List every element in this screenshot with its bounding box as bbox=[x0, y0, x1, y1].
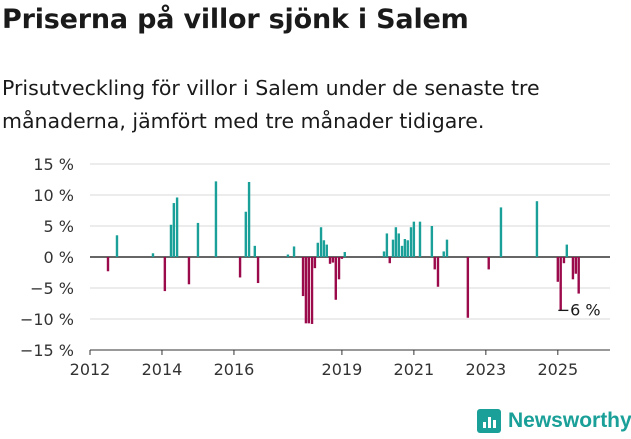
bar bbox=[397, 233, 400, 257]
bar bbox=[343, 252, 346, 257]
bar bbox=[409, 227, 413, 257]
bar bbox=[310, 257, 314, 324]
bar bbox=[436, 257, 440, 287]
bar bbox=[418, 221, 422, 257]
bar bbox=[169, 224, 173, 257]
bar bbox=[196, 222, 200, 257]
bar bbox=[403, 239, 407, 257]
x-tick-label: 2023 bbox=[465, 360, 506, 379]
y-tick-label: 10 % bbox=[33, 186, 74, 205]
bar bbox=[562, 257, 566, 264]
bar bbox=[292, 246, 296, 257]
bar bbox=[565, 244, 569, 257]
bar bbox=[331, 257, 335, 263]
bar bbox=[556, 257, 560, 282]
bar bbox=[328, 257, 332, 264]
bar bbox=[571, 257, 575, 280]
x-tick-label: 2012 bbox=[70, 360, 111, 379]
bar bbox=[385, 233, 389, 257]
bar bbox=[307, 257, 310, 324]
chart-subtitle: Prisutveckling för villor i Salem under … bbox=[2, 76, 540, 133]
bar bbox=[577, 257, 580, 294]
chart-title: Priserna på villor sjönk i Salem bbox=[2, 4, 469, 35]
bar bbox=[382, 251, 386, 257]
y-tick-label: 5 % bbox=[44, 217, 74, 236]
x-tick-label: 2014 bbox=[142, 360, 183, 379]
x-tick-label: 2019 bbox=[322, 360, 363, 379]
bar bbox=[430, 226, 434, 257]
bar bbox=[445, 239, 449, 257]
bar bbox=[301, 257, 305, 297]
bar bbox=[316, 242, 319, 257]
y-tick-label: −15 % bbox=[20, 341, 74, 360]
bar bbox=[433, 257, 436, 270]
bar bbox=[337, 257, 341, 280]
brand-name: Newsworthy bbox=[508, 409, 631, 432]
last-value-label: −6 % bbox=[557, 301, 601, 320]
bar bbox=[172, 203, 176, 257]
bar bbox=[391, 239, 395, 257]
bar bbox=[388, 257, 391, 264]
x-tick-label: 2021 bbox=[394, 360, 435, 379]
y-tick-label: 0 % bbox=[44, 248, 74, 267]
bar bbox=[322, 240, 326, 257]
bar bbox=[412, 221, 416, 257]
bar bbox=[559, 257, 562, 311]
bar bbox=[304, 257, 308, 324]
bar bbox=[406, 240, 409, 257]
bar bbox=[253, 245, 257, 257]
bar bbox=[319, 227, 323, 257]
bar-chart-icon bbox=[477, 409, 501, 433]
y-tick-label: 15 % bbox=[33, 155, 74, 174]
bar bbox=[115, 235, 119, 257]
x-tick-label: 2016 bbox=[214, 360, 255, 379]
bar bbox=[499, 207, 503, 257]
bar bbox=[244, 211, 248, 257]
bar bbox=[187, 257, 191, 285]
bar bbox=[214, 181, 218, 257]
bar bbox=[247, 181, 251, 257]
bar bbox=[163, 257, 167, 292]
bar bbox=[487, 257, 490, 270]
y-tick-label: −5 % bbox=[30, 279, 74, 298]
bar bbox=[535, 201, 539, 257]
x-tick-label: 2025 bbox=[537, 360, 578, 379]
bar bbox=[256, 257, 260, 284]
bar bbox=[238, 257, 242, 278]
bar bbox=[286, 254, 290, 257]
bar bbox=[340, 257, 344, 259]
bar bbox=[394, 227, 398, 257]
bar bbox=[325, 244, 328, 257]
bar bbox=[106, 257, 110, 272]
bar bbox=[151, 253, 155, 257]
bar bbox=[466, 257, 470, 318]
bar bbox=[334, 257, 337, 300]
bar bbox=[442, 251, 445, 257]
y-tick-label: −10 % bbox=[20, 310, 74, 329]
bar bbox=[175, 197, 179, 257]
bar bbox=[400, 245, 404, 257]
bar bbox=[574, 257, 578, 274]
newsworthy-logo: Newsworthy bbox=[477, 408, 631, 434]
bar bbox=[313, 257, 317, 269]
